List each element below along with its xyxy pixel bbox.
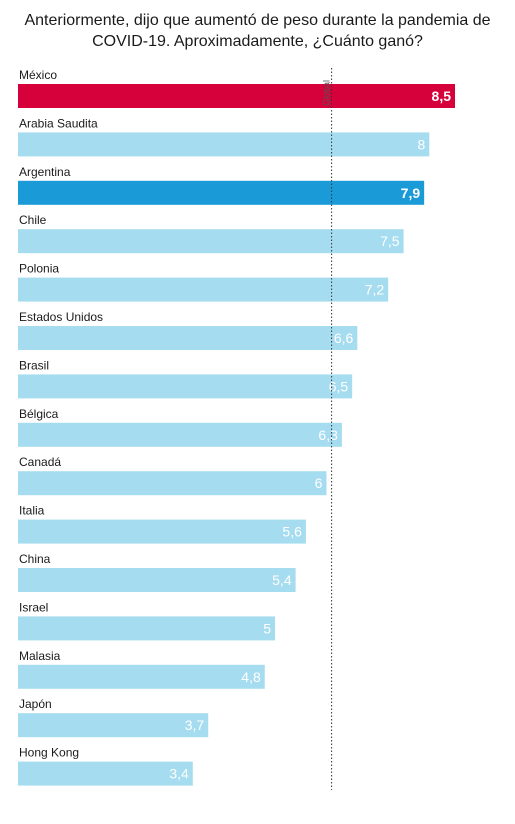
category-label-mexico: México — [19, 68, 57, 82]
category-label-malasia: Malasia — [19, 649, 61, 663]
value-label-malasia: 4,8 — [241, 669, 261, 685]
bar-estados-unidos — [18, 326, 358, 350]
value-label-argentina: 7,9 — [401, 185, 421, 201]
bar-brasil — [18, 374, 353, 399]
value-label-canada: 6 — [315, 475, 323, 491]
category-label-arabia-saudita: Arabia Saudita — [19, 116, 98, 130]
bar-japon — [18, 713, 209, 738]
bar-arabia-saudita — [18, 132, 430, 157]
category-label-polonia: Polonia — [19, 262, 59, 276]
value-label-italia: 5,6 — [282, 524, 302, 540]
bar-argentina — [18, 180, 425, 205]
category-label-estados-unidos: Estados Unidos — [19, 310, 103, 324]
bar-hong-kong — [18, 761, 193, 786]
category-label-chile: Chile — [19, 213, 47, 227]
category-label-brasil: Brasil — [19, 358, 49, 372]
bar-israel — [18, 616, 276, 641]
value-label-israel: 5 — [263, 620, 271, 636]
bar-canada — [18, 471, 327, 496]
value-label-belgica: 6,3 — [318, 427, 338, 443]
category-label-israel: Israel — [19, 600, 48, 614]
value-label-estados-unidos: 6,6 — [334, 330, 354, 346]
bar-mexico — [18, 84, 455, 108]
bar-belgica — [18, 422, 342, 447]
category-label-japon: Japón — [19, 697, 52, 711]
global-reference-label: Global — [322, 80, 332, 106]
category-label-italia: Italia — [19, 504, 45, 518]
value-label-japon: 3,7 — [185, 717, 205, 733]
chart-title: Anteriormente, dijo que aumentó de peso … — [24, 12, 491, 50]
category-label-argentina: Argentina — [19, 165, 71, 179]
category-label-canada: Canadá — [19, 455, 61, 469]
bar-italia — [18, 519, 306, 544]
value-label-arabia-saudita: 8 — [417, 136, 425, 152]
value-label-mexico: 8,5 — [432, 88, 452, 104]
category-label-hong-kong: Hong Kong — [19, 746, 79, 760]
category-label-belgica: Bélgica — [19, 407, 59, 421]
value-label-hong-kong: 3,4 — [169, 766, 189, 782]
value-label-chile: 7,5 — [380, 233, 400, 249]
bar-china — [18, 568, 296, 592]
value-label-brasil: 6,5 — [329, 378, 349, 394]
value-label-polonia: 7,2 — [365, 282, 385, 298]
value-label-china: 5,4 — [272, 572, 292, 588]
category-label-china: China — [19, 552, 51, 566]
bar-polonia — [18, 277, 389, 302]
bar-malasia — [18, 664, 265, 689]
bar-chile — [18, 229, 404, 254]
